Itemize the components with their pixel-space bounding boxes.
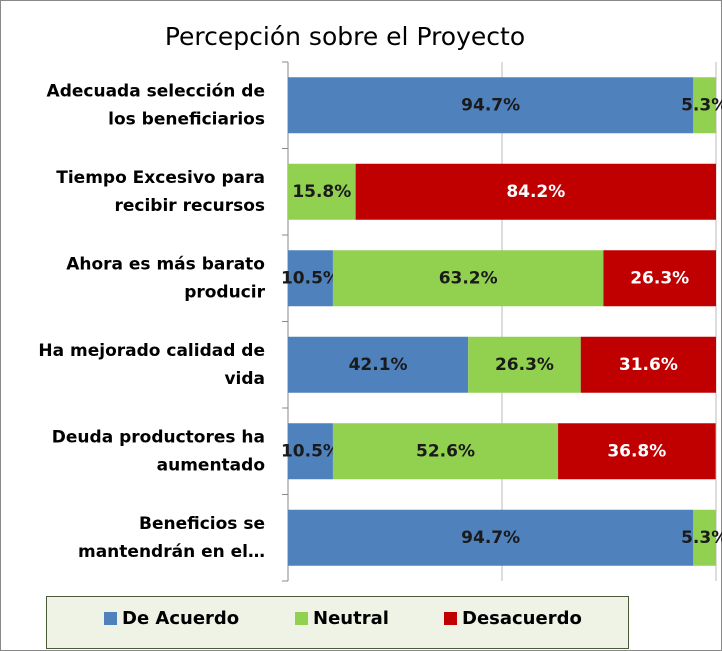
y-tick-label-line: Deuda productores ha <box>52 427 265 447</box>
bar-segment <box>580 336 716 393</box>
y-tick-label-line: producir <box>184 282 265 302</box>
y-tick-label: Ha mejorado calidad de vida <box>38 341 265 389</box>
bar-segment <box>288 250 333 307</box>
legend-label: Neutral <box>313 608 389 629</box>
bar-segment <box>288 509 694 566</box>
y-tick-label: Beneficios se mantendrán en el… <box>78 514 265 562</box>
y-tick-label: Adecuada selección de los beneficiarios <box>47 81 265 129</box>
legend-label: Desacuerdo <box>462 608 582 629</box>
y-tick-label-line: Ha mejorado calidad de <box>38 341 265 361</box>
value-label: 94.7% <box>461 528 520 548</box>
bar-segment <box>288 336 469 393</box>
value-label: 52.6% <box>416 441 475 461</box>
bar-segment <box>288 423 333 480</box>
value-label: 42.1% <box>349 355 408 375</box>
y-tick-label-line: mantendrán en el… <box>78 542 265 562</box>
y-tick-label-line: los beneficiarios <box>108 109 265 129</box>
bar-segment <box>603 250 716 307</box>
y-tick-label-line: Ahora es más barato <box>66 254 265 274</box>
legend-swatch <box>295 612 308 625</box>
legend-box <box>46 596 629 649</box>
bar-segment <box>332 250 604 307</box>
bar-segment <box>558 423 716 480</box>
y-tick-label-line: recibir recursos <box>114 196 265 216</box>
y-tick-label-line: vida <box>224 369 265 389</box>
value-label: 84.2% <box>506 182 565 202</box>
bar-segment <box>355 163 716 220</box>
y-tick-label: Ahora es más barato producir <box>66 254 265 302</box>
bar-segment <box>693 509 716 566</box>
legend-label: De Acuerdo <box>122 608 239 629</box>
value-label: 31.6% <box>619 355 678 375</box>
y-tick-label-line: Adecuada selección de <box>47 81 265 101</box>
value-label: 26.3% <box>630 268 689 288</box>
value-label: 26.3% <box>495 355 554 375</box>
y-tick-label-line: aumentado <box>157 455 265 475</box>
value-label: 63.2% <box>439 268 498 288</box>
bar-segment <box>693 77 716 134</box>
value-label: 15.8% <box>292 182 351 202</box>
chart-title: Percepción sobre el Proyecto <box>165 22 525 51</box>
value-label: 5.3% <box>681 95 722 115</box>
bar-segment <box>288 163 356 220</box>
y-tick-label: Deuda productores ha aumentado <box>52 427 265 475</box>
value-label: 5.3% <box>681 528 722 548</box>
legend-swatch <box>104 612 117 625</box>
value-label: 10.5% <box>281 268 340 288</box>
legend-swatch <box>444 612 457 625</box>
bar-segment <box>288 77 694 134</box>
bar-segment <box>468 336 581 393</box>
value-label: 10.5% <box>281 441 340 461</box>
bar-segment <box>332 423 559 480</box>
y-tick-label: Tiempo Excesivo para recibir recursos <box>56 168 265 216</box>
value-label: 36.8% <box>607 441 666 461</box>
value-label: 94.7% <box>461 95 520 115</box>
y-tick-label-line: Tiempo Excesivo para <box>56 168 265 188</box>
y-tick-label-line: Beneficios se <box>139 514 265 534</box>
